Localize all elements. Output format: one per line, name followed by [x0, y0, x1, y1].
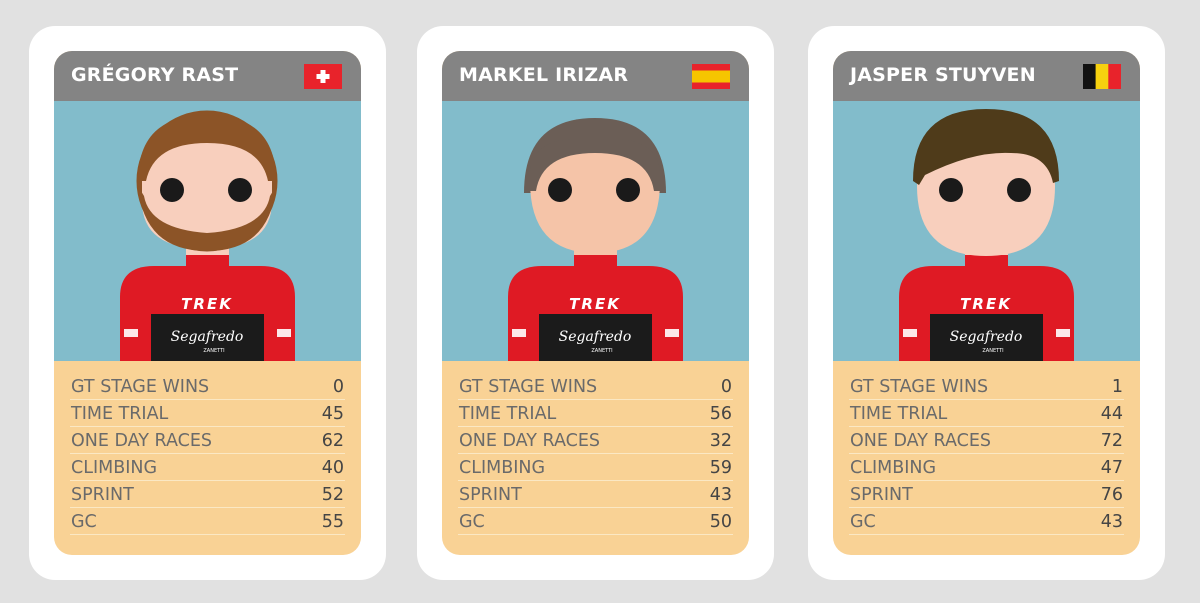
stat-row-one-day-races[interactable]: ONE DAY RACES 32 [458, 427, 733, 454]
stat-value: 62 [321, 431, 344, 451]
belgium-flag-icon [1083, 64, 1121, 89]
stat-label: ONE DAY RACES [850, 431, 992, 451]
stat-label: TIME TRIAL [850, 404, 948, 424]
jersey-trek-text: TREK [960, 295, 1012, 313]
stat-row-sprint[interactable]: SPRINT 43 [458, 481, 733, 508]
stat-value: 47 [1100, 458, 1123, 478]
rider-portrait: TREK Segafredo ZANETTI [833, 101, 1140, 361]
rider-name: MARKEL IRIZAR [459, 64, 629, 86]
stat-row-sprint[interactable]: SPRINT 52 [70, 481, 345, 508]
stat-row-time-trial[interactable]: TIME TRIAL 45 [70, 400, 345, 427]
sponsor-subtext: ZANETTI [982, 348, 1003, 354]
stat-label: TIME TRIAL [71, 404, 169, 424]
rider-card-irizar[interactable]: MARKEL IRIZAR [417, 26, 774, 580]
stat-row-time-trial[interactable]: TIME TRIAL 44 [849, 400, 1124, 427]
sponsor-text: Segafredo [950, 329, 1023, 345]
cyclist-illustration: TREK Segafredo ZANETTI [508, 118, 683, 361]
stat-label: SPRINT [850, 485, 913, 505]
rider-name: GRÉGORY RAST [71, 64, 239, 86]
stat-value: 44 [1100, 404, 1123, 424]
sponsor-text: Segafredo [171, 329, 244, 345]
stat-label: GC [459, 512, 485, 532]
stat-row-one-day-races[interactable]: ONE DAY RACES 72 [849, 427, 1124, 454]
stat-label: SPRINT [71, 485, 134, 505]
cyclist-illustration: TREK Segafredo ZANETTI [120, 110, 295, 361]
stat-label: ONE DAY RACES [459, 431, 601, 451]
stat-row-climbing[interactable]: CLIMBING 40 [70, 454, 345, 481]
jersey-trek-text: TREK [569, 295, 621, 313]
rider-card-rast[interactable]: GRÉGORY RAST [29, 26, 386, 580]
stat-value: 50 [709, 512, 732, 532]
stats-table: GT STAGE WINS 0 TIME TRIAL 45 ONE DAY RACE… [54, 361, 361, 535]
stat-label: ONE DAY RACES [71, 431, 213, 451]
stat-value: 76 [1100, 485, 1123, 505]
switzerland-flag-icon [304, 64, 342, 89]
stat-value: 59 [709, 458, 732, 478]
jersey-trek-text: TREK [181, 295, 233, 313]
stat-value: 0 [332, 377, 344, 397]
stat-value: 52 [321, 485, 344, 505]
stat-row-one-day-races[interactable]: ONE DAY RACES 62 [70, 427, 345, 454]
card-header: GRÉGORY RAST [54, 51, 361, 101]
stat-value: 40 [321, 458, 344, 478]
stats-table: GT STAGE WINS 1 TIME TRIAL 44 ONE DAY RACE… [833, 361, 1140, 535]
stat-value: 32 [709, 431, 732, 451]
rider-name: JASPER STUYVEN [850, 64, 1036, 86]
stat-row-climbing[interactable]: CLIMBING 47 [849, 454, 1124, 481]
stat-row-gc[interactable]: GC 50 [458, 508, 733, 535]
cyclist-illustration: TREK Segafredo ZANETTI [899, 109, 1074, 361]
stats-table: GT STAGE WINS 0 TIME TRIAL 56 ONE DAY RACE… [442, 361, 749, 535]
stat-value: 1 [1111, 377, 1123, 397]
stat-value: 55 [321, 512, 344, 532]
stat-value: 43 [1100, 512, 1123, 532]
stat-label: GC [71, 512, 97, 532]
stat-row-gc[interactable]: GC 55 [70, 508, 345, 535]
sponsor-text: Segafredo [559, 329, 632, 345]
stat-row-sprint[interactable]: SPRINT 76 [849, 481, 1124, 508]
stat-row-gt-stage-wins[interactable]: GT STAGE WINS 1 [849, 373, 1124, 400]
rider-portrait: TREK Segafredo ZANETTI [54, 101, 361, 361]
stat-label: GT STAGE WINS [71, 377, 210, 397]
sponsor-subtext: ZANETTI [203, 348, 224, 354]
stat-label: TIME TRIAL [459, 404, 557, 424]
stat-value: 45 [321, 404, 344, 424]
stat-row-climbing[interactable]: CLIMBING 59 [458, 454, 733, 481]
stat-value: 0 [720, 377, 732, 397]
stat-label: GT STAGE WINS [850, 377, 989, 397]
spain-flag-icon [692, 64, 730, 89]
stat-value: 56 [709, 404, 732, 424]
stat-value: 72 [1100, 431, 1123, 451]
stat-row-gt-stage-wins[interactable]: GT STAGE WINS 0 [458, 373, 733, 400]
stat-label: GT STAGE WINS [459, 377, 598, 397]
card-header: JASPER STUYVEN [833, 51, 1140, 101]
stat-row-time-trial[interactable]: TIME TRIAL 56 [458, 400, 733, 427]
sponsor-subtext: ZANETTI [591, 348, 612, 354]
stat-label: GC [850, 512, 876, 532]
stat-label: CLIMBING [850, 458, 937, 478]
stat-label: CLIMBING [459, 458, 546, 478]
card-face: GRÉGORY RAST [54, 51, 361, 555]
stat-row-gc[interactable]: GC 43 [849, 508, 1124, 535]
card-header: MARKEL IRIZAR [442, 51, 749, 101]
card-face: MARKEL IRIZAR [442, 51, 749, 555]
stat-label: CLIMBING [71, 458, 158, 478]
stat-label: SPRINT [459, 485, 522, 505]
stat-row-gt-stage-wins[interactable]: GT STAGE WINS 0 [70, 373, 345, 400]
rider-portrait: TREK Segafredo ZANETTI [442, 101, 749, 361]
stat-value: 43 [709, 485, 732, 505]
card-face: JASPER STUYVEN [833, 51, 1140, 555]
rider-card-stuyven[interactable]: JASPER STUYVEN [808, 26, 1165, 580]
